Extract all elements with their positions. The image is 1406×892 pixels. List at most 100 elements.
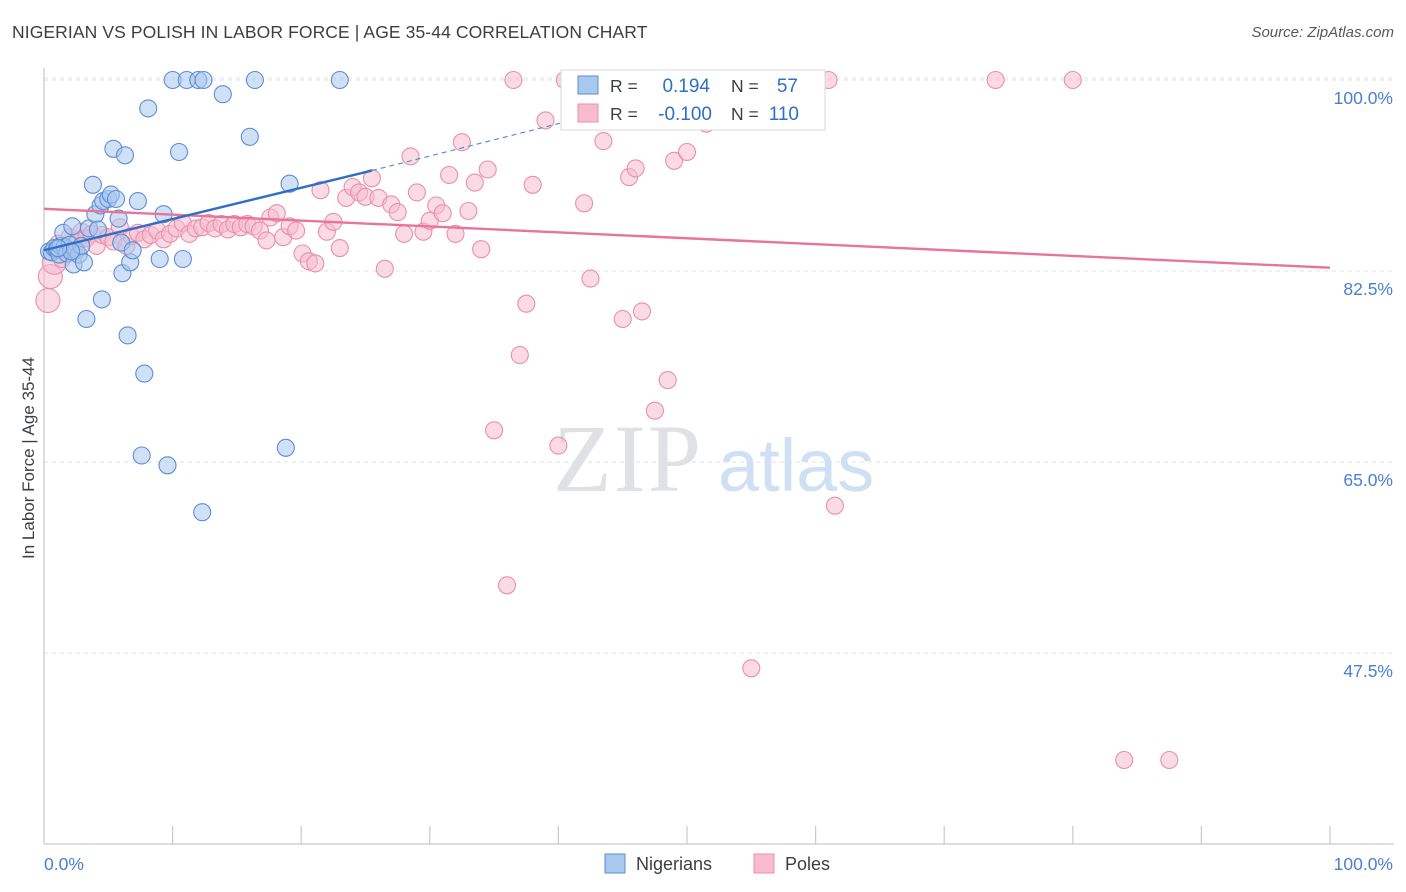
- nigerian-point-27: [106, 189, 126, 209]
- chart-title: NIGERIAN VS POLISH IN LABOR FORCE | AGE …: [12, 22, 648, 42]
- nigerian-point-15: [74, 253, 93, 272]
- nigerian-point-47: [193, 503, 212, 522]
- pole-point-107: [1063, 70, 1082, 90]
- stats-legend: R = 0.194 N = 57 R = -0.100 N = 110: [560, 69, 826, 131]
- y-axis-label: In Labor Force | Age 35-44: [19, 357, 38, 559]
- legend-swatch-nigerians: [577, 75, 599, 95]
- pole-point-93: [632, 302, 652, 321]
- legend-r-value-1: 0.194: [662, 76, 710, 97]
- nigerian-point-16: [77, 309, 96, 329]
- pole-point-60: [388, 203, 407, 222]
- nigerians-trend-extension: [371, 119, 572, 172]
- pole-point-48: [311, 181, 330, 200]
- pole-point-106: [986, 70, 1005, 90]
- y-tick-label-2: 65.0%: [1343, 470, 1393, 490]
- pole-point-72: [465, 173, 484, 192]
- pole-point-47: [306, 254, 325, 273]
- stats-legend-box: [560, 69, 826, 131]
- pole-point-79: [517, 294, 536, 313]
- legend-n-label-2: N =: [731, 104, 759, 124]
- pole-point-77: [504, 70, 523, 90]
- pole-point-82: [549, 436, 568, 455]
- nigerian-point-51: [245, 70, 264, 90]
- pole-point-97: [665, 151, 684, 170]
- nigerian-point-31: [115, 146, 135, 165]
- gridlines: [44, 77, 1394, 654]
- pole-point-0: [35, 287, 61, 314]
- bottom-legend-nigerians: Nigerians: [636, 854, 712, 874]
- bottom-legend-poles: Poles: [785, 854, 830, 874]
- nigerians-trend-line: [43, 169, 373, 252]
- poles-trend-line: [43, 207, 1331, 269]
- pole-point-56: [362, 169, 381, 188]
- legend-n-label-1: N =: [731, 76, 759, 96]
- bottom-legend-swatch-nigerians: [604, 853, 626, 874]
- pole-point-92: [626, 159, 645, 178]
- watermark-zip: ZIP: [553, 405, 703, 512]
- x-tick-label-0: 0.0%: [44, 854, 84, 874]
- nigerian-point-41: [158, 456, 177, 475]
- pole-point-61: [395, 224, 414, 243]
- nigerian-point-18: [83, 175, 102, 194]
- x-tick-label-1: 100.0%: [1334, 854, 1393, 874]
- pole-point-80: [523, 175, 542, 194]
- pole-point-76: [497, 576, 517, 595]
- pole-point-98: [677, 142, 697, 162]
- source-credit: Source: ZipAtlas.com: [1251, 24, 1394, 41]
- watermark-atlas: atlas: [718, 424, 874, 507]
- legend-r-label-1: R =: [610, 76, 638, 96]
- pole-point-94: [645, 401, 664, 420]
- nigerian-point-10: [63, 217, 82, 236]
- y-tick-labels: 100.0% 82.5% 65.0% 47.5%: [1334, 88, 1393, 681]
- legend-swatch-poles: [577, 103, 599, 123]
- nigerian-point-48: [194, 70, 213, 90]
- pole-point-70: [452, 133, 471, 152]
- series-legend: Nigerians Poles: [604, 853, 830, 874]
- pole-point-69: [446, 224, 465, 243]
- legend-n-value-2: 110: [769, 104, 799, 125]
- nigerian-point-23: [92, 290, 111, 309]
- pole-point-58: [375, 259, 394, 278]
- pole-point-73: [472, 240, 491, 259]
- y-tick-label-1: 82.5%: [1343, 279, 1393, 299]
- pole-point-88: [594, 132, 613, 151]
- nigerian-point-39: [150, 249, 169, 269]
- nigerian-point-36: [132, 446, 151, 465]
- nigerians-points: [40, 70, 349, 522]
- nigerian-point-53: [280, 174, 299, 193]
- x-ticks: [172, 826, 1331, 844]
- axes: [43, 68, 1394, 845]
- pole-point-96: [658, 371, 677, 390]
- pole-point-39: [257, 231, 276, 250]
- nigerian-point-52: [276, 438, 295, 457]
- nigerian-point-37: [135, 364, 154, 383]
- pole-point-109: [1160, 750, 1179, 770]
- nigerian-point-49: [213, 85, 232, 104]
- pole-point-75: [485, 421, 504, 440]
- pole-point-105: [825, 496, 844, 515]
- bottom-legend-swatch-poles: [753, 853, 775, 874]
- x-tick-labels: 0.0% 100.0%: [44, 854, 1393, 874]
- pole-point-90: [613, 309, 632, 329]
- nigerian-point-54: [330, 70, 349, 90]
- pole-point-67: [433, 204, 452, 223]
- nigerian-point-50: [240, 127, 259, 146]
- pole-point-74: [478, 160, 497, 179]
- pole-point-68: [440, 165, 459, 185]
- pole-point-44: [287, 221, 306, 240]
- nigerian-point-44: [173, 249, 192, 269]
- pole-point-86: [581, 269, 600, 288]
- pole-point-63: [407, 183, 426, 202]
- trend-lines: [43, 119, 1331, 269]
- pole-point-101: [742, 659, 761, 678]
- pole-point-108: [1115, 750, 1134, 770]
- pole-point-51: [330, 239, 349, 258]
- y-tick-label-0: 100.0%: [1334, 88, 1393, 108]
- nigerian-point-32: [118, 326, 137, 345]
- pole-point-81: [536, 111, 555, 130]
- nigerian-point-28: [109, 209, 128, 228]
- legend-r-label-2: R =: [610, 104, 638, 124]
- nigerian-point-43: [169, 142, 189, 162]
- y-tick-label-3: 47.5%: [1343, 661, 1393, 681]
